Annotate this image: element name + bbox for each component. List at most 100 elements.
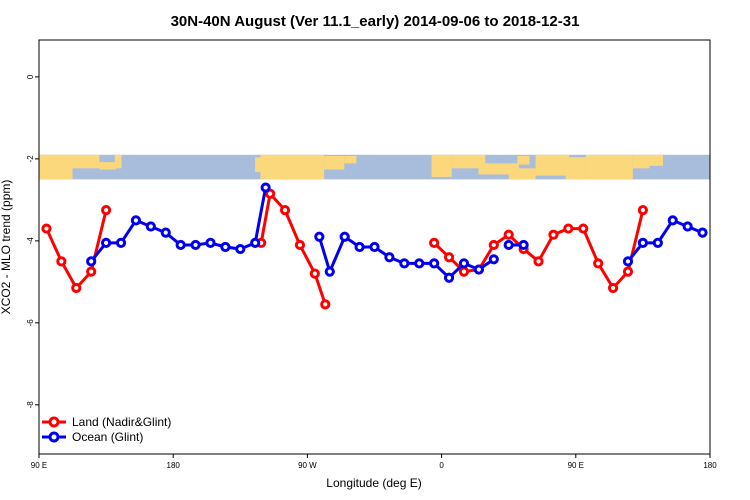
data-point — [429, 237, 440, 249]
map-land — [344, 156, 357, 164]
data-point — [101, 237, 112, 249]
data-point — [160, 227, 171, 238]
data-point — [652, 237, 663, 249]
map-land — [517, 156, 530, 165]
data-point — [667, 215, 678, 226]
data-point — [473, 264, 484, 275]
data-point — [578, 223, 589, 234]
data-point — [339, 231, 350, 242]
data-point — [697, 227, 708, 238]
series-land — [41, 188, 649, 310]
data-point — [205, 237, 216, 249]
data-point — [458, 266, 470, 277]
data-point — [314, 231, 325, 242]
x-tick-label: 90 E — [568, 461, 584, 470]
data-point — [250, 237, 261, 249]
series-ocean — [86, 182, 708, 283]
map-land — [632, 154, 650, 169]
data-point — [458, 258, 470, 269]
data-point — [399, 258, 410, 269]
data-point — [86, 266, 97, 277]
data-point — [86, 256, 97, 267]
data-point — [548, 229, 559, 240]
data-point — [503, 229, 514, 240]
map-land — [324, 156, 345, 170]
data-point — [563, 223, 574, 234]
y-tick-label: -8 — [26, 401, 35, 409]
y-tick-label: 0 — [26, 74, 35, 79]
data-point — [101, 205, 112, 216]
legend-land-marker — [48, 416, 60, 428]
data-point — [294, 239, 306, 251]
data-point — [488, 254, 499, 265]
y-axis: 0 -2 -4 -6 -8 — [26, 74, 39, 408]
data-point — [503, 239, 514, 251]
data-point — [682, 221, 693, 232]
data-point — [518, 239, 529, 251]
map-land — [478, 163, 519, 175]
data-point — [265, 188, 276, 199]
map-land — [451, 154, 486, 169]
data-point — [488, 239, 499, 251]
x-tick-label: 180 — [703, 461, 717, 470]
map-land — [260, 154, 325, 180]
series-layer — [41, 182, 708, 310]
plot-area — [38, 39, 711, 455]
data-point — [384, 252, 395, 263]
map-land — [431, 154, 452, 177]
data-point — [220, 241, 231, 253]
data-point — [354, 241, 365, 253]
map-land — [565, 157, 586, 180]
data-point — [637, 205, 649, 216]
map-land — [114, 154, 122, 169]
data-point — [320, 299, 331, 310]
data-point — [309, 268, 320, 279]
data-point — [607, 282, 619, 294]
data-point — [130, 215, 142, 226]
map-land — [39, 154, 73, 180]
data-point — [175, 239, 186, 251]
y-tick-label: -4 — [26, 237, 35, 245]
data-point — [533, 256, 544, 267]
series-line — [45, 209, 108, 290]
data-point — [369, 241, 380, 253]
map-land — [255, 157, 266, 172]
map-land — [99, 162, 117, 170]
data-point — [56, 256, 67, 267]
data-point — [429, 258, 440, 269]
data-point — [593, 258, 604, 269]
x-tick-label: 0 — [439, 461, 444, 470]
x-tick-label: 90 W — [298, 461, 317, 470]
data-point — [145, 221, 156, 232]
chart-title: 30N-40N August (Ver 11.1_early) 2014-09-… — [171, 13, 580, 30]
y-axis-label: XCO2 - MLO trend (ppm) — [0, 180, 13, 315]
x-tick-label: 90 E — [31, 461, 47, 470]
data-point — [260, 182, 271, 193]
map-land — [508, 168, 536, 180]
data-point — [622, 256, 634, 267]
map-land — [535, 154, 570, 176]
data-point — [235, 243, 246, 255]
data-point — [71, 282, 82, 294]
data-point — [414, 258, 425, 269]
legend-land-label: Land (Nadir&Glint) — [72, 415, 171, 429]
data-point — [190, 239, 201, 251]
data-point — [41, 223, 52, 234]
data-point — [115, 237, 127, 249]
data-point — [324, 266, 335, 277]
legend-ocean-marker — [48, 431, 60, 443]
data-point — [443, 252, 455, 263]
x-axis-label: Longitude (deg E) — [326, 476, 421, 490]
x-axis: 90 E 180 90 W 0 90 E 180 — [31, 454, 717, 470]
map-land — [649, 154, 664, 166]
x-tick-label: 180 — [167, 461, 181, 470]
data-point — [279, 205, 291, 216]
y-tick-label: -6 — [26, 319, 35, 327]
series-line — [259, 192, 327, 305]
world-map-band — [39, 154, 710, 180]
map-land — [585, 154, 633, 180]
legend: Land (Nadir&Glint) Ocean (Glint) — [42, 415, 171, 444]
data-point — [637, 237, 649, 249]
data-point — [622, 266, 634, 277]
